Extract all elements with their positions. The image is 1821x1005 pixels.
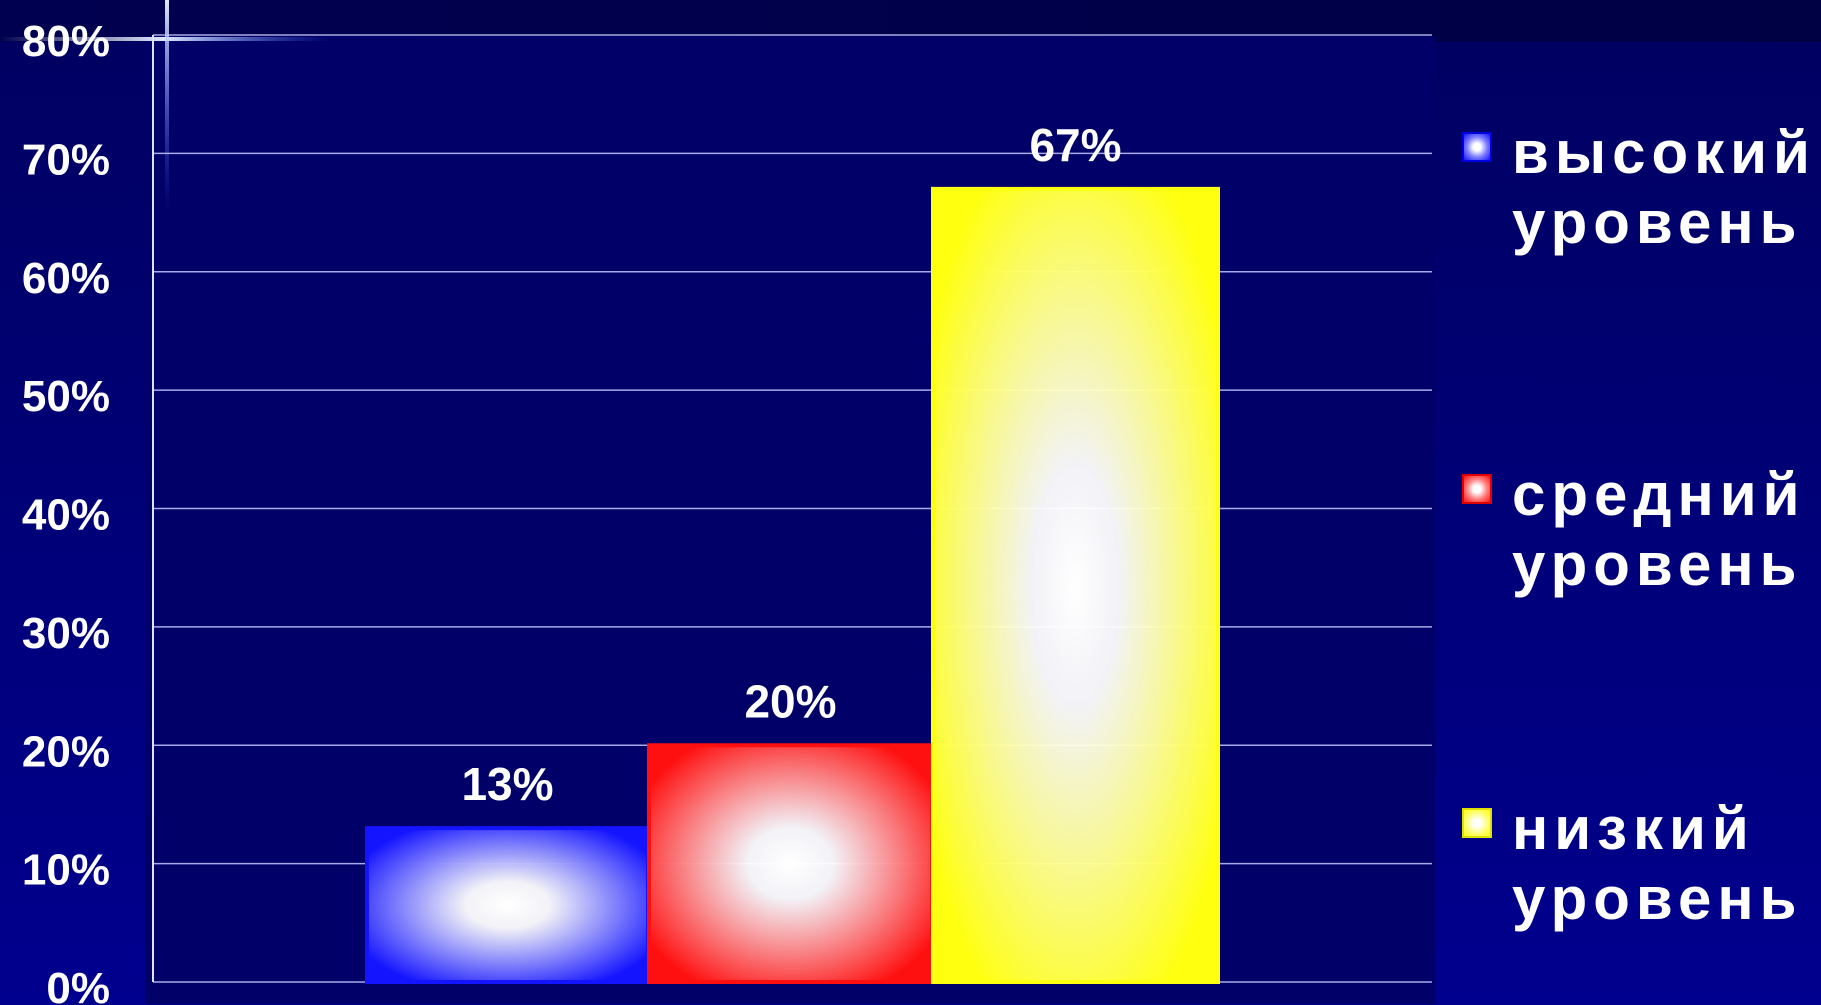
- y-tick-label-60: 60%: [22, 254, 110, 303]
- legend-item-high: высокий уровень: [1462, 118, 1812, 258]
- legend-label-low-line1: низкий: [1512, 795, 1755, 862]
- legend-swatch-high: [1462, 132, 1492, 162]
- y-tick-label-30: 30%: [22, 609, 110, 658]
- y-tick-label-70: 70%: [22, 135, 110, 184]
- bar-low: [931, 186, 1220, 984]
- legend: высокий уровень средний уровень низкий у…: [1462, 118, 1817, 958]
- legend-label-high-line1: высокий: [1512, 119, 1816, 186]
- data-label-medium: 20%: [744, 675, 836, 727]
- light-flare-vertical: [165, 0, 169, 210]
- y-tick-label-10: 10%: [22, 846, 110, 895]
- legend-label-medium-line1: средний: [1512, 461, 1806, 528]
- y-tick-label-40: 40%: [22, 491, 110, 540]
- legend-item-medium: средний уровень: [1462, 460, 1812, 600]
- legend-label-medium-line2: уровень: [1512, 531, 1803, 598]
- legend-swatch-medium: [1462, 474, 1492, 504]
- data-label-low: 67%: [1029, 119, 1121, 171]
- legend-label-high-line2: уровень: [1512, 189, 1803, 256]
- legend-item-low: низкий уровень: [1462, 794, 1812, 934]
- y-tick-label-80: 80%: [22, 17, 110, 66]
- bar-high: [365, 826, 650, 984]
- legend-label-low-line2: уровень: [1512, 865, 1803, 932]
- legend-swatch-low: [1462, 808, 1492, 838]
- y-tick-label-20: 20%: [22, 727, 110, 776]
- data-label-high: 13%: [461, 758, 553, 810]
- y-tick-label-0: 0%: [46, 964, 110, 1005]
- bar-medium: [647, 743, 934, 984]
- y-tick-label-50: 50%: [22, 372, 110, 421]
